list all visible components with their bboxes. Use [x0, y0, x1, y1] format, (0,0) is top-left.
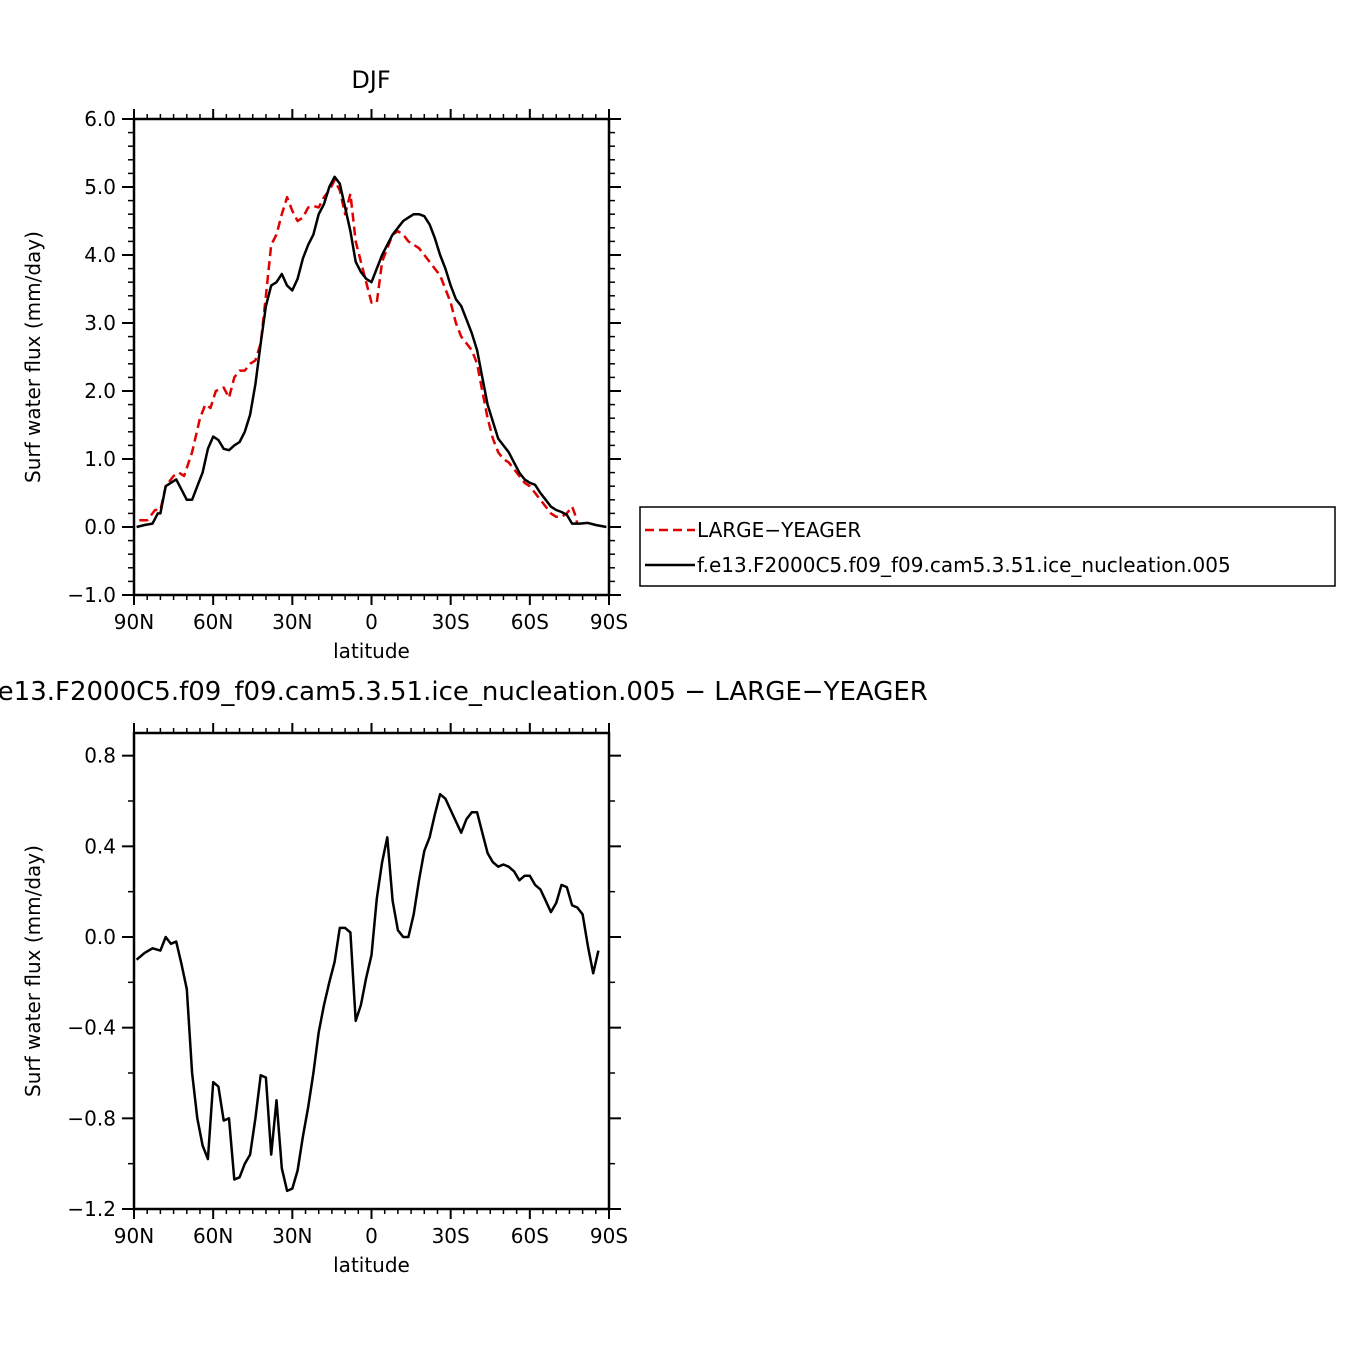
series-line-1: [139, 178, 579, 524]
x-tick-label: 90S: [590, 1224, 628, 1248]
y-axis-label: Surf water flux (mm/day): [21, 231, 45, 483]
legend: LARGE−YEAGER f.e13.F2000C5.f09_f09.cam5.3…: [639, 506, 1336, 587]
x-tick-label: 30N: [272, 610, 312, 634]
plot-frame: [132, 117, 611, 597]
series-line-1: [135, 792, 600, 1193]
legend-box: [639, 506, 1336, 587]
x-tick-label: 60S: [511, 610, 549, 634]
x-tick-label: 60N: [193, 610, 233, 634]
y-tick-label: −1.0: [67, 583, 116, 607]
y-tick-label: 0.8: [84, 744, 116, 768]
y-tick-label: 5.0: [84, 175, 116, 199]
chart-title: DJF: [351, 66, 390, 94]
bottom-panel: 90N 60N 30N 0 30S 60S 90S −1.2 −0.8 −0.4 0.0 0.4 0.8…: [0, 677, 928, 1277]
x-axis-label: latitude: [333, 1253, 410, 1277]
x-tick-label: 0: [365, 610, 378, 634]
y-tick-label: 2.0: [84, 379, 116, 403]
chart-title: f.e13.F2000C5.f09_f09.cam5.3.51.ice_nucl…: [0, 677, 928, 707]
y-tick-label: 0.4: [84, 834, 116, 858]
top-panel: 90N 60N 30N 0 30S 60S 90S −1.0 0.0 1.0 2.0 3.0 4.0 5.…: [21, 66, 628, 663]
y-axis-label: Surf water flux (mm/day): [21, 845, 45, 1097]
series-line-2: [136, 175, 607, 529]
y-tick-label: 4.0: [84, 243, 116, 267]
y-tick-label: 0.0: [84, 925, 116, 949]
y-tick-label: 6.0: [84, 107, 116, 131]
y-tick-label: 3.0: [84, 311, 116, 335]
plot-frame: [132, 731, 611, 1211]
x-tick-label: 0: [365, 1224, 378, 1248]
x-axis-label: latitude: [333, 639, 410, 663]
y-tick-label: 1.0: [84, 447, 116, 471]
y-tick-label: −1.2: [67, 1197, 116, 1221]
x-tick-label: 90S: [590, 610, 628, 634]
y-tick-label: −0.4: [67, 1016, 116, 1040]
x-tick-label: 60N: [193, 1224, 233, 1248]
x-tick-label: 90N: [114, 610, 154, 634]
x-tick-label: 30N: [272, 1224, 312, 1248]
x-tick-label: 30S: [432, 610, 470, 634]
x-tick-label: 90N: [114, 1224, 154, 1248]
legend-label-2: f.e13.F2000C5.f09_f09.cam5.3.51.ice_nucl…: [697, 553, 1231, 577]
x-tick-label: 30S: [432, 1224, 470, 1248]
legend-label-1: LARGE−YEAGER: [697, 518, 861, 542]
y-tick-label: −0.8: [67, 1106, 116, 1130]
x-tick-label: 60S: [511, 1224, 549, 1248]
y-tick-label: 0.0: [84, 515, 116, 539]
